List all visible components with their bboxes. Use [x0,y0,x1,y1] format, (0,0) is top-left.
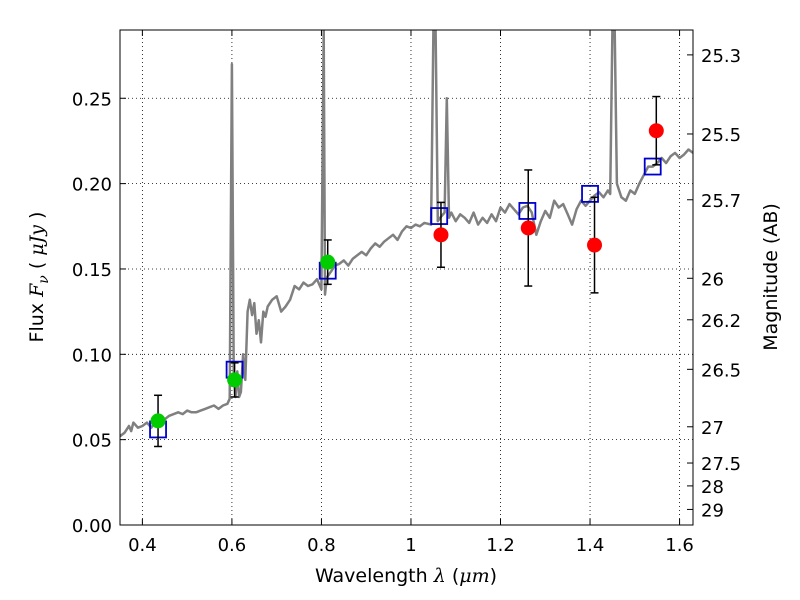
y-axis-title: Flux Fν ( μJy ) [26,212,52,343]
x-tick-label: 0.8 [307,535,336,556]
model-photometry-square [643,157,662,176]
optical-point [227,372,243,388]
y2-tick-label: 27 [701,418,724,439]
x-tick-label: 0.4 [128,535,157,556]
y2-tick-label: 26.5 [701,360,741,381]
y2-tick-label: 26 [701,269,724,290]
y2-tick-label: 26.2 [701,311,741,332]
y-tick-label: 0.05 [72,431,112,452]
x-tick-label: 1 [405,535,416,556]
nir-point [520,220,536,236]
optical-point [150,413,166,429]
x-axis-title: Wavelength λ (μm) [315,565,497,587]
y-tick-label: 0.25 [72,89,112,110]
y2-tick-label: 25.3 [701,46,741,67]
y2-tick-label: 28 [701,477,724,498]
x-tick-label: 0.6 [218,535,247,556]
grid [120,30,693,526]
y-tick-label: 0.15 [72,260,112,281]
data-series [120,30,693,448]
model-photometry-square [518,202,537,220]
y2-tick-label: 25.7 [701,191,741,212]
nir-point [587,237,603,253]
y-tick-label: 0.10 [72,345,112,366]
model-photometry-square [581,184,599,203]
y-tick-label: 0.00 [72,516,112,537]
axis-ticks: 0.4 0.6 0.8 1 1.2 1.4 1.6 0.00 0.05 0.10 0.15 0.20 0… [72,30,741,556]
y2-axis-title: Magnitude (AB) [760,203,782,351]
nir-point [433,227,449,243]
x-tick-label: 1.4 [576,535,605,556]
optical-point [320,254,336,270]
plot-frame [119,29,694,526]
x-tick-label: 1.2 [486,535,515,556]
nir-point [648,123,664,139]
y2-tick-label: 29 [701,500,724,521]
y2-tick-label: 25.5 [701,125,741,146]
y-tick-label: 0.20 [72,175,112,196]
y2-tick-label: 27.5 [701,454,741,475]
x-tick-label: 1.6 [665,535,694,556]
model-photometry-square [430,207,449,225]
